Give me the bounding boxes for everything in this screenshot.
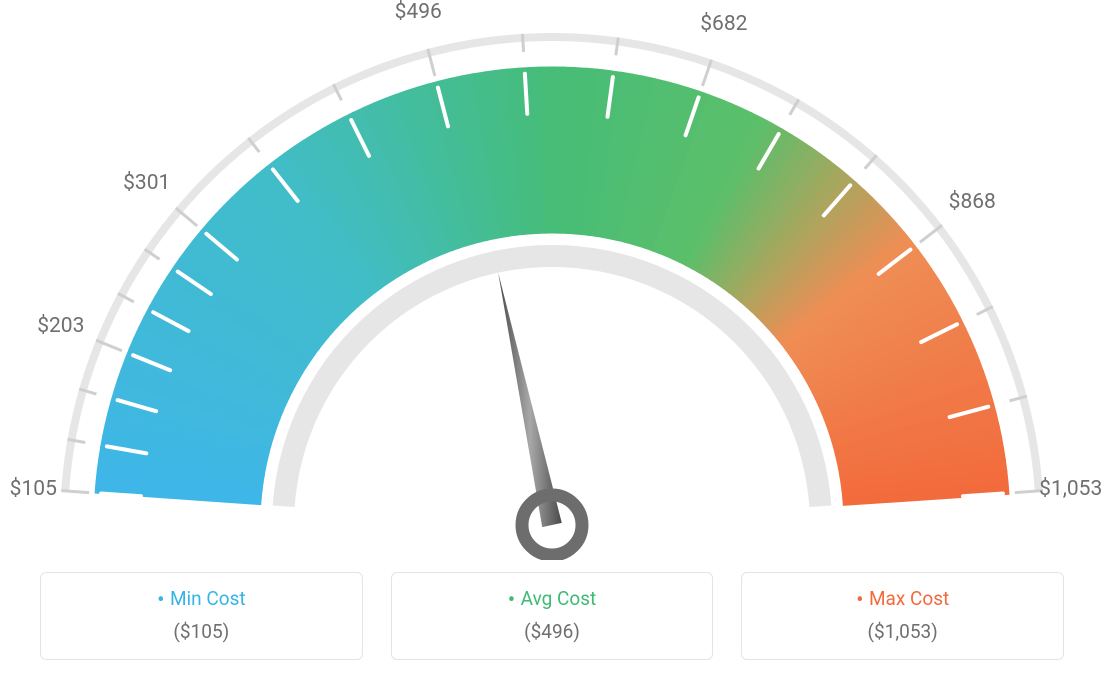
needle: [498, 273, 582, 555]
legend-card-avg: Avg Cost ($496): [391, 572, 714, 660]
legend-title-max: Max Cost: [760, 587, 1045, 612]
legend-card-max: Max Cost ($1,053): [741, 572, 1064, 660]
scale-label: $868: [949, 190, 996, 214]
legend-value-avg: ($496): [410, 620, 695, 643]
scale-label: $203: [37, 314, 84, 338]
legend-card-min: Min Cost ($105): [40, 572, 363, 660]
legend-title-avg: Avg Cost: [410, 587, 695, 612]
scale-label: $496: [395, 0, 442, 24]
scale-label: $301: [123, 171, 170, 195]
gauge-arc: [95, 67, 1009, 505]
gauge-svg: [0, 0, 1104, 560]
scale-label: $1,053: [1039, 477, 1102, 501]
legend-row: Min Cost ($105) Avg Cost ($496) Max Cost ($1,…: [40, 572, 1064, 660]
legend-value-min: ($105): [59, 620, 344, 643]
scale-label: $682: [700, 12, 747, 36]
legend-value-max: ($1,053): [760, 620, 1045, 643]
scale-label: $105: [10, 477, 57, 501]
legend-title-min: Min Cost: [59, 587, 344, 612]
gauge-chart: $105 $203 $301 $496 $682 $868 $1,053: [0, 0, 1104, 560]
